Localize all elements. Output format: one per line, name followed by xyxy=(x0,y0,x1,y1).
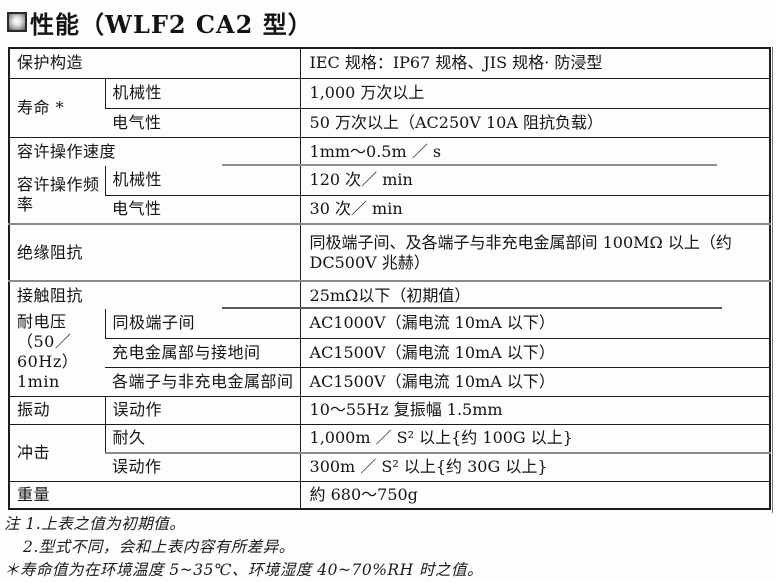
footnote-1: 注 1.上表之值为初期值。 xyxy=(4,515,186,533)
spec-value: AC1000V（漏电流 10mA 以下） xyxy=(299,309,771,338)
spec-value: 約 680～750g xyxy=(299,480,771,509)
table-row: 寿命 * 机械性 1,000 万次以上 xyxy=(9,77,771,137)
spec-value: 300m ／ S² 以上{约 30G 以上} xyxy=(299,452,771,481)
spec-label: 容许操作速度 xyxy=(9,136,301,166)
table-row: 重量 約 680～750g xyxy=(9,480,771,509)
spec-label: 绝缘阻抗 xyxy=(9,223,301,281)
spec-value: AC1500V（漏电流 10mA 以下） xyxy=(299,366,771,396)
spec-value: 1,000m ／ S² 以上{约 100G 以上} xyxy=(299,423,771,453)
spec-sublabel: 同极端子间 xyxy=(104,309,301,338)
table-row: 充电金属部与接地间 AC1500V（漏电流 10mA 以下） xyxy=(9,337,771,367)
spec-label: 耐电压（50／ 60Hz） 1min xyxy=(17,312,79,392)
table-row: 电气性 50 万次以上（AC250V 10A 阻抗负载） xyxy=(9,107,771,137)
scan-artifact-line xyxy=(772,47,773,513)
table-row: 保护构造 IEC 规格：IP67 规格、JIS 规格· 防浸型 xyxy=(9,48,771,78)
table-row: 冲击 耐久 1,000m ／ S² 以上{约 100G 以上} xyxy=(9,423,771,481)
spec-table: 保护构造 IEC 规格：IP67 规格、JIS 规格· 防浸型 寿命 * 机械性… xyxy=(8,47,772,510)
spec-table-wrap: 保护构造 IEC 规格：IP67 规格、JIS 规格· 防浸型 寿命 * 机械性… xyxy=(8,47,774,513)
spec-value: AC1500V（漏电流 10mA 以下） xyxy=(299,337,771,367)
spec-sublabel: 误动作 xyxy=(105,452,301,481)
spec-sublabel: 充电金属部与接地间 xyxy=(105,337,301,367)
spec-value: 同极端子间、及各端子与非充电金属部间 100MΩ 以上（约 DC500V 兆赫） xyxy=(299,223,771,281)
table-row: 各端子与非充电金属部间 AC1500V（漏电流 10mA 以下） xyxy=(9,366,771,396)
square-bullet-icon xyxy=(7,12,27,32)
spec-value-line: DC500V 兆赫） xyxy=(309,252,430,272)
spec-value-line: 同极端子间、及各端子与非充电金属部间 100MΩ 以上（约 xyxy=(309,232,732,252)
spec-value: 50 万次以上（AC250V 10A 阻抗负载） xyxy=(299,107,771,137)
spec-sublabel: 各端子与非充电金属部间 xyxy=(105,366,301,396)
spec-value: 30 次／ min xyxy=(299,194,771,224)
table-row: 误动作 300m ／ S² 以上{约 30G 以上} xyxy=(9,452,771,481)
spec-label: 重量 xyxy=(9,480,301,509)
spec-value: 25mΩ以下（初期值） xyxy=(299,280,771,309)
spec-label: 保护构造 xyxy=(17,53,84,73)
spec-sublabel: 电气性 xyxy=(105,194,301,224)
spec-value: 1mm～0.5m ／ s xyxy=(299,136,771,166)
spec-sublabel: 机械性 xyxy=(104,77,301,108)
spec-label: 容许操作频率 xyxy=(17,174,100,214)
table-row: 绝缘阻抗 同极端子间、及各端子与非充电金属部间 100MΩ 以上（约 DC500… xyxy=(9,223,771,281)
table-row: 容许操作速度 1mm～0.5m ／ s xyxy=(9,136,771,166)
section-header: 性能（WLF2 CA2 型） xyxy=(7,6,313,39)
spec-label: 寿命 * xyxy=(9,77,105,137)
spec-sublabel: 误动作 xyxy=(104,395,301,424)
spec-value: 120 次／ min xyxy=(299,166,771,195)
footnote-2: 2.型式不同，会和上表内容有所差异。 xyxy=(23,538,295,556)
spec-label: 接触阻抗 xyxy=(9,280,301,309)
spec-label: 振动 xyxy=(9,395,105,424)
table-row: 接触阻抗 25mΩ以下（初期值） xyxy=(9,280,771,309)
table-row: 容许操作频率 机械性 120 次／ min xyxy=(9,166,771,214)
spec-value: 10～55Hz 复振幅 1.5mm xyxy=(299,395,771,424)
table-row: 耐电压（50／ 60Hz） 1min 同极端子间 AC1000V（漏电流 10m… xyxy=(9,309,771,391)
spec-sublabel: 机械性 xyxy=(104,166,301,195)
table-row: 电气性 30 次／ min xyxy=(9,194,771,224)
spec-sublabel: 耐久 xyxy=(104,423,301,453)
spec-sublabel: 电气性 xyxy=(105,107,301,137)
page-title: 性能（WLF2 CA2 型） xyxy=(30,9,313,39)
table-row: 振动 误动作 10～55Hz 复振幅 1.5mm xyxy=(9,395,771,424)
spec-value: 1,000 万次以上 xyxy=(299,77,771,108)
spec-value: IEC 规格：IP67 规格、JIS 规格· 防浸型 xyxy=(299,48,771,78)
footnote-3: ＊寿命值为在环境温度 5~35℃、环境湿度 40~70%RH 时之值。 xyxy=(4,561,484,579)
footnotes: 注 1.上表之值为初期值。 2.型式不同，会和上表内容有所差异。 ＊寿命值为在环… xyxy=(4,513,764,582)
spec-label: 冲击 xyxy=(9,423,105,481)
